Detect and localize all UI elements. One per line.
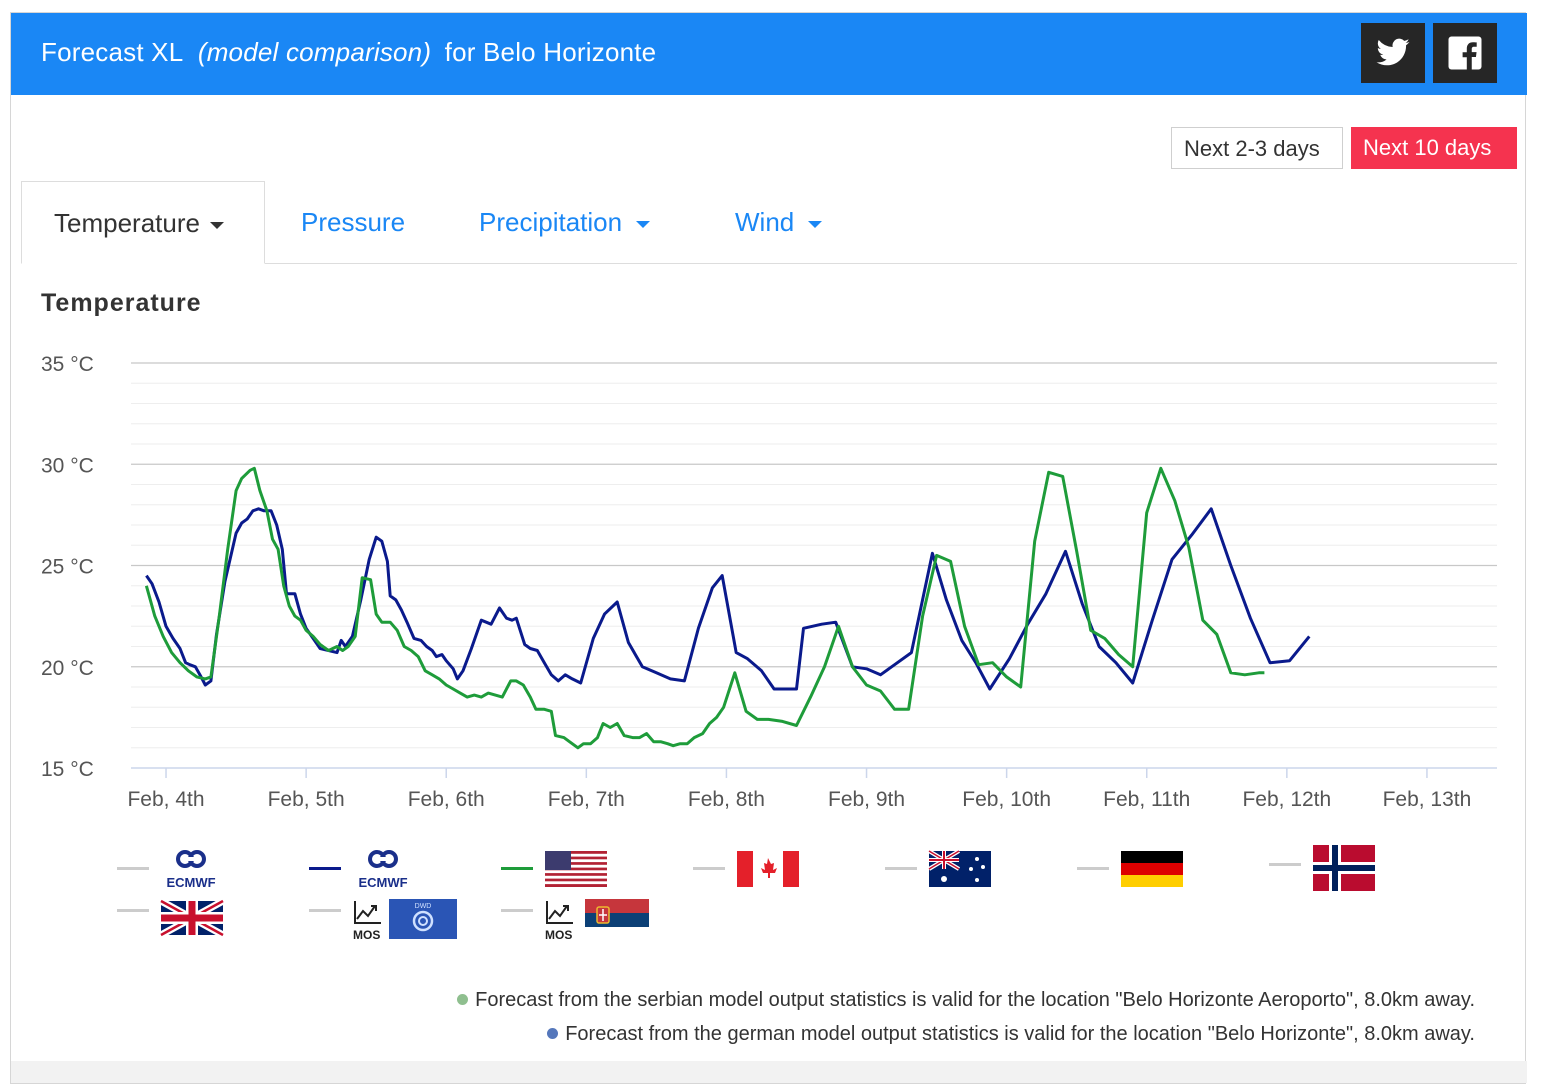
canada-flag-icon (737, 851, 799, 887)
tab-wind[interactable]: Wind (735, 181, 823, 263)
note-dot-icon (547, 1028, 559, 1039)
twitter-icon (1376, 38, 1410, 66)
germany-flag-icon (1121, 851, 1183, 887)
legend-mos-text: MOS (353, 928, 380, 942)
legend-line (1269, 863, 1301, 866)
australia-flag-icon (927, 849, 991, 887)
legend-ecmwf-ens[interactable]: ECMWF (309, 849, 429, 899)
legend-mos-serbia[interactable]: MOS (501, 897, 661, 947)
legend-line (501, 867, 533, 870)
x-tick-label: Feb, 9th (828, 788, 905, 811)
legend-mos-text: MOS (545, 928, 572, 942)
legend-canada[interactable] (693, 849, 813, 899)
legend-line (117, 867, 149, 870)
tab-pressure[interactable]: Pressure (301, 181, 405, 263)
series-line-1 (144, 466, 1265, 750)
legend-line (693, 867, 725, 870)
uk-flag-icon (159, 899, 225, 939)
serbian-mos-note-text: Forecast from the serbian model output s… (475, 989, 1475, 1011)
facebook-share-button[interactable] (1433, 23, 1497, 83)
legend-ecmwf-text: ECMWF (358, 875, 407, 890)
next-2-3-days-button[interactable]: Next 2-3 days (1171, 127, 1343, 169)
tab-wind-label: Wind (735, 207, 795, 237)
title-subtitle: (model comparison) (197, 37, 432, 67)
legend-ecmwf-text: ECMWF (166, 875, 215, 890)
tab-temperature[interactable]: Temperature (21, 181, 265, 264)
legend-line (117, 909, 149, 912)
caret-down-icon (808, 220, 823, 228)
title-main: Forecast XL (41, 37, 183, 67)
legend-australia[interactable] (885, 849, 1005, 899)
panel-header: Forecast XL (model comparison) for Belo … (11, 13, 1527, 95)
next-10-days-button[interactable]: Next 10 days (1351, 127, 1517, 169)
legend-usa-gfs[interactable] (501, 849, 621, 899)
chart-title: Temperature (41, 289, 202, 317)
tab-precipitation-label: Precipitation (479, 207, 623, 237)
y-tick-label: 30 °C (41, 454, 94, 477)
legend-dwd-badge: DWD (415, 903, 432, 910)
norway-flag-icon (1313, 845, 1375, 891)
x-tick-label: Feb, 10th (962, 788, 1051, 811)
legend-line (501, 909, 533, 912)
tab-bar: Temperature Pressure Precipitation Wind (21, 181, 1517, 264)
series-line-0 (145, 507, 1311, 691)
y-tick-label: 15 °C (41, 758, 94, 781)
tab-pressure-label: Pressure (301, 207, 406, 237)
caret-down-icon (209, 221, 224, 229)
x-tick-label: Feb, 6th (408, 788, 485, 811)
x-tick-label: Feb, 11th (1103, 788, 1190, 811)
usa-flag-icon (545, 851, 607, 887)
serbian-mos-note: Forecast from the serbian model output s… (457, 989, 1475, 1012)
mos-serbia-icon: MOS (545, 899, 649, 942)
legend-mos-dwd[interactable]: MOS DWD (309, 897, 469, 947)
title-location: for Belo Horizonte (444, 37, 657, 67)
german-mos-note: Forecast from the german model output st… (547, 1023, 1475, 1046)
temperature-chart: 15 °C 20 °C 25 °C 30 °C 35 °C Feb, 4th Feb, 5t… (41, 353, 1497, 811)
legend-line (1077, 867, 1109, 870)
legend-germany[interactable] (1077, 849, 1197, 899)
panel-footer-strip (11, 1061, 1527, 1083)
page-title: Forecast XL (model comparison) for Belo … (41, 37, 656, 68)
x-tick-label: Feb, 4th (127, 788, 204, 811)
legend-uk[interactable] (117, 899, 237, 949)
note-dot-icon (457, 994, 469, 1005)
forecast-panel: Forecast XL (model comparison) for Belo … (10, 12, 1527, 1084)
legend-line (309, 909, 341, 912)
tab-temperature-label: Temperature (54, 208, 200, 238)
ecmwf-logo-icon: ECMWF (358, 850, 408, 890)
ecmwf-logo-icon: ECMWF (166, 850, 216, 890)
x-tick-label: Feb, 8th (688, 788, 765, 811)
y-tick-label: 35 °C (41, 353, 94, 376)
legend-line (885, 867, 917, 870)
tab-precipitation[interactable]: Precipitation (479, 181, 651, 263)
german-mos-note-text: Forecast from the german model output st… (565, 1023, 1475, 1045)
y-tick-label: 25 °C (41, 556, 94, 579)
facebook-icon (1448, 36, 1482, 70)
x-tick-label: Feb, 13th (1383, 788, 1472, 811)
legend-ecmwf-hres[interactable]: ECMWF (117, 849, 237, 899)
y-tick-label: 20 °C (41, 657, 94, 680)
mos-dwd-icon: MOS DWD (353, 899, 457, 942)
twitter-share-button[interactable] (1361, 23, 1425, 83)
x-tick-label: Feb, 12th (1242, 788, 1331, 811)
caret-down-icon (636, 220, 651, 228)
legend-line (309, 867, 341, 870)
x-tick-label: Feb, 7th (548, 788, 625, 811)
legend-norway[interactable] (1269, 843, 1389, 893)
x-tick-label: Feb, 5th (268, 788, 345, 811)
